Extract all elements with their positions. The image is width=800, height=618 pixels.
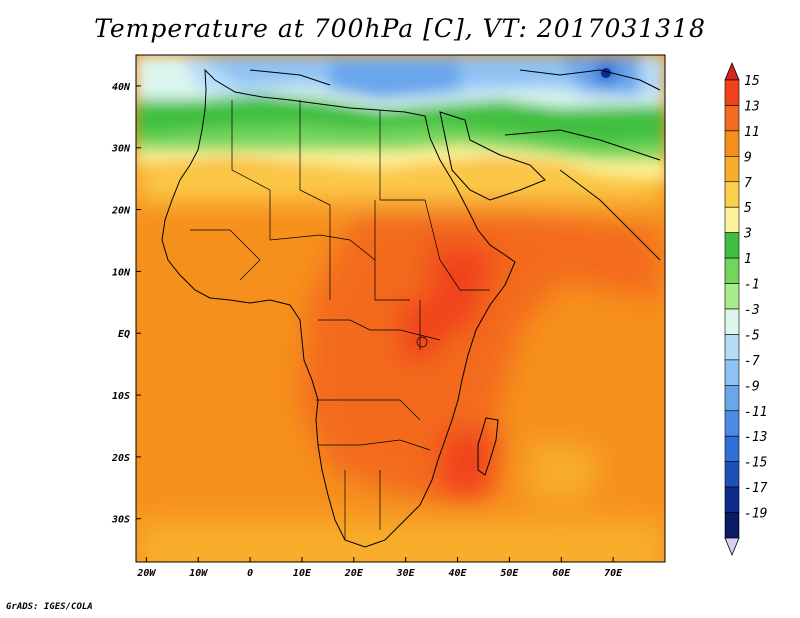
colorbar-swatch [724, 512, 740, 539]
colorbar-swatch [724, 105, 740, 132]
x-tick-label: 40E [449, 568, 468, 579]
y-tick-label: 20S [111, 453, 130, 464]
colorbar-label: -15 [744, 456, 768, 471]
x-tick-label: 0 [247, 568, 253, 579]
colorbar-label: -7 [744, 354, 760, 369]
x-tick-label: 10E [293, 568, 312, 579]
colorbar-swatch [724, 79, 740, 106]
colorbar-swatch [724, 461, 740, 488]
colorbar-swatch [724, 308, 740, 335]
colorbar-label: 1 [744, 252, 752, 267]
y-tick-label: 30S [111, 515, 130, 526]
colorbar-label: 15 [744, 74, 760, 89]
country-borders [190, 100, 490, 540]
x-tick-label: 10W [189, 568, 208, 579]
colorbar-bottom-arrow [724, 537, 740, 557]
y-tick-label: 20N [111, 206, 131, 217]
x-tick-label: 20E [344, 568, 364, 579]
colorbar-swatch [724, 359, 740, 386]
y-tick-label: 10N [112, 267, 131, 278]
colorbar-swatch [724, 385, 740, 412]
colorbar-label: -3 [744, 303, 760, 318]
chart-title: Temperature at 700hPa [C], VT: 201703131… [94, 14, 706, 43]
colorbar-label: 3 [743, 227, 752, 242]
colorbar-swatch [724, 257, 740, 284]
x-tick-label: 70E [604, 568, 623, 579]
colorbar-swatch [724, 435, 740, 462]
x-tick-label: 20W [136, 568, 156, 579]
y-axis: 40N 30N 20N 10N EQ 10S 20S 30S [111, 82, 141, 526]
colorbar-swatch [724, 156, 740, 183]
colorbar-label: -11 [744, 405, 767, 420]
colorbar-label: 7 [744, 176, 752, 191]
colorbar-label: -17 [744, 481, 768, 496]
colorbar-label: 13 [744, 99, 760, 114]
y-tick-label: 40N [112, 82, 131, 93]
colorbar-label: -5 [744, 328, 760, 343]
colorbar-swatch [724, 206, 740, 233]
colorbar-label: -9 [744, 379, 760, 394]
colorbar-label: 5 [744, 201, 752, 216]
y-tick-label: 10S [112, 391, 130, 402]
x-tick-label: 30E [396, 568, 416, 579]
colorbar-swatch [724, 232, 740, 259]
colorbar-label: -1 [744, 278, 760, 293]
x-tick-label: 50E [500, 568, 519, 579]
colorbar-swatch [724, 486, 740, 513]
colorbar: 15 13 11 9 7 5 3 1 -1 -3 -5 -7 -9 -11 -13 -15 -17 -19 [724, 61, 768, 557]
grads-credit: GrADS: IGES/COLA [6, 602, 93, 612]
y-tick-label: EQ [118, 329, 130, 340]
colorbar-swatch [724, 283, 740, 310]
x-axis: 20W 10W 0 10E 20E 30E 40E 50E 60E 70E [136, 557, 623, 579]
y-tick-label: 30N [111, 144, 131, 155]
x-tick-label: 60E [552, 568, 571, 579]
coastlines [161, 68, 661, 548]
colorbar-label: -13 [744, 430, 767, 445]
colorbar-label: 9 [744, 150, 752, 165]
colorbar-label: 11 [744, 125, 760, 140]
colorbar-swatch [724, 334, 740, 361]
colorbar-swatch [724, 130, 740, 157]
colorbar-swatch [724, 410, 740, 437]
colorbar-label: -19 [744, 507, 767, 522]
plot-frame [135, 54, 666, 563]
colorbar-top-arrow [724, 61, 740, 81]
colorbar-swatch [724, 181, 740, 208]
temperature-field [136, 55, 665, 562]
